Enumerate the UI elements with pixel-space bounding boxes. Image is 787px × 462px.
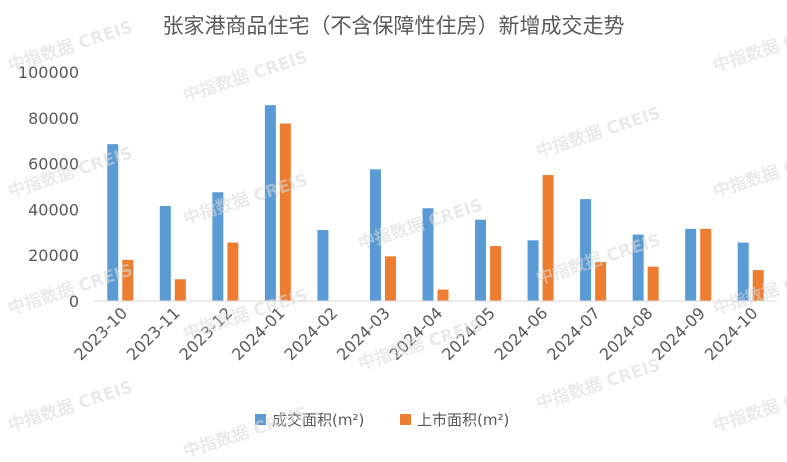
y-tick-label: 0 bbox=[69, 292, 79, 311]
bar-listed-area bbox=[227, 242, 239, 301]
bar-deal-area bbox=[475, 219, 487, 301]
bar-deal-area bbox=[632, 234, 644, 301]
bar-deal-area bbox=[737, 242, 749, 301]
bar-listed-area bbox=[384, 256, 396, 301]
legend-label: 成交面积(m²) bbox=[272, 411, 364, 429]
y-tick-label: 40000 bbox=[28, 200, 79, 219]
y-tick-label: 100000 bbox=[18, 63, 79, 82]
legend-swatch bbox=[400, 414, 411, 425]
x-tick-label: 2024-06 bbox=[491, 303, 552, 364]
x-axis-ticks: 2023-102023-112023-122024-012024-022024-… bbox=[70, 303, 761, 364]
bar-listed-area bbox=[595, 262, 607, 301]
bar-deal-area bbox=[527, 240, 539, 301]
bar-listed-area bbox=[647, 266, 659, 301]
x-tick-label: 2023-10 bbox=[70, 303, 131, 364]
legend-label: 上市面积(m²) bbox=[417, 411, 509, 429]
bar-deal-area bbox=[369, 169, 381, 301]
bar-deal-area bbox=[422, 208, 434, 301]
bar-listed-area bbox=[122, 259, 134, 301]
bar-deal-area bbox=[212, 192, 224, 301]
bar-deal-area bbox=[580, 199, 592, 301]
x-tick-label: 2024-08 bbox=[596, 303, 657, 364]
x-tick-label: 2024-09 bbox=[648, 303, 709, 364]
chart-title: 张家港商品住宅（不含保障性住房）新增成交走势 bbox=[162, 14, 625, 38]
bar-listed-area bbox=[700, 228, 712, 301]
legend-swatch bbox=[255, 414, 266, 425]
x-tick-label: 2024-05 bbox=[438, 303, 499, 364]
y-tick-label: 60000 bbox=[28, 155, 79, 174]
bar-listed-area bbox=[752, 270, 764, 301]
bar-listed-area bbox=[542, 175, 554, 301]
bar-listed-area bbox=[174, 279, 186, 301]
bar-deal-area bbox=[159, 205, 171, 301]
bar-deal-area bbox=[317, 230, 329, 301]
x-tick-label: 2024-04 bbox=[386, 303, 447, 364]
y-tick-label: 20000 bbox=[28, 246, 79, 265]
bars-layer bbox=[107, 105, 764, 302]
x-tick-label: 2024-01 bbox=[228, 303, 289, 364]
x-tick-label: 2024-02 bbox=[281, 303, 342, 364]
bar-deal-area bbox=[107, 144, 119, 301]
legend: 成交面积(m²) 上市面积(m²) bbox=[255, 411, 509, 429]
y-tick-label: 80000 bbox=[28, 109, 79, 128]
bar-deal-area bbox=[685, 228, 697, 301]
x-tick-label: 2024-03 bbox=[333, 303, 394, 364]
x-tick-label: 2023-12 bbox=[175, 303, 236, 364]
bar-listed-area bbox=[490, 246, 502, 301]
x-tick-label: 2024-10 bbox=[701, 303, 762, 364]
bar-listed-area bbox=[437, 289, 449, 301]
bar-deal-area bbox=[264, 105, 276, 301]
y-axis-ticks: 0 20000 40000 60000 80000 100000 bbox=[18, 63, 79, 311]
x-tick-label: 2023-11 bbox=[123, 303, 184, 364]
x-tick-label: 2024-07 bbox=[543, 303, 604, 364]
bar-listed-area bbox=[279, 123, 291, 302]
